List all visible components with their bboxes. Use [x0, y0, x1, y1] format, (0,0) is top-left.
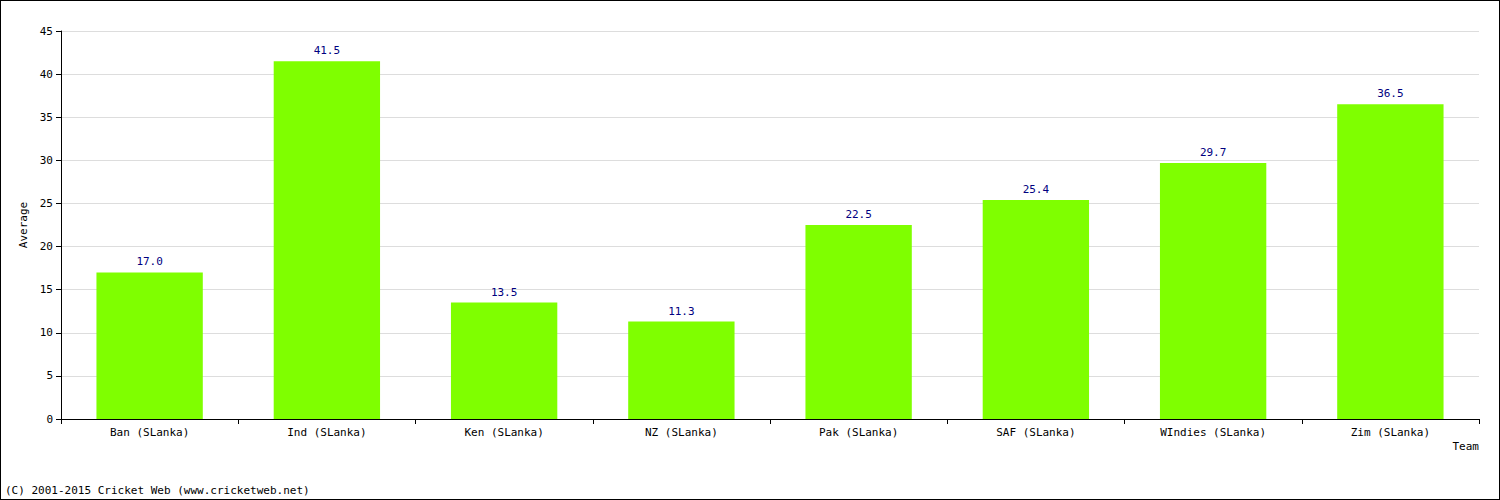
svg-text:45: 45	[40, 25, 53, 38]
svg-text:NZ (SLanka): NZ (SLanka)	[645, 426, 718, 439]
svg-text:0: 0	[46, 413, 53, 426]
svg-text:29.7: 29.7	[1200, 146, 1227, 159]
svg-text:Pak (SLanka): Pak (SLanka)	[819, 426, 898, 439]
svg-text:40: 40	[40, 68, 53, 81]
svg-text:5: 5	[46, 369, 53, 382]
svg-text:Ind (SLanka): Ind (SLanka)	[287, 426, 366, 439]
svg-text:SAF (SLanka): SAF (SLanka)	[996, 426, 1075, 439]
svg-text:22.5: 22.5	[845, 208, 872, 221]
svg-text:13.5: 13.5	[491, 286, 518, 299]
svg-text:Ken (SLanka): Ken (SLanka)	[464, 426, 543, 439]
svg-text:41.5: 41.5	[314, 44, 341, 57]
svg-text:36.5: 36.5	[1377, 87, 1404, 100]
svg-text:11.3: 11.3	[668, 305, 695, 318]
svg-text:15: 15	[40, 283, 53, 296]
svg-text:Ban (SLanka): Ban (SLanka)	[110, 426, 189, 439]
svg-text:30: 30	[40, 154, 53, 167]
svg-text:25.4: 25.4	[1023, 183, 1050, 196]
svg-text:10: 10	[40, 326, 53, 339]
svg-text:(C) 2001-2015 Cricket Web (www: (C) 2001-2015 Cricket Web (www.cricketwe…	[5, 484, 310, 497]
svg-text:WIndies (SLanka): WIndies (SLanka)	[1160, 426, 1266, 439]
svg-text:20: 20	[40, 240, 53, 253]
svg-text:25: 25	[40, 197, 53, 210]
svg-text:35: 35	[40, 111, 53, 124]
svg-text:Zim (SLanka): Zim (SLanka)	[1351, 426, 1430, 439]
svg-text:Team: Team	[1453, 440, 1480, 453]
svg-text:17.0: 17.0	[136, 255, 163, 268]
svg-text:Average: Average	[17, 202, 30, 248]
